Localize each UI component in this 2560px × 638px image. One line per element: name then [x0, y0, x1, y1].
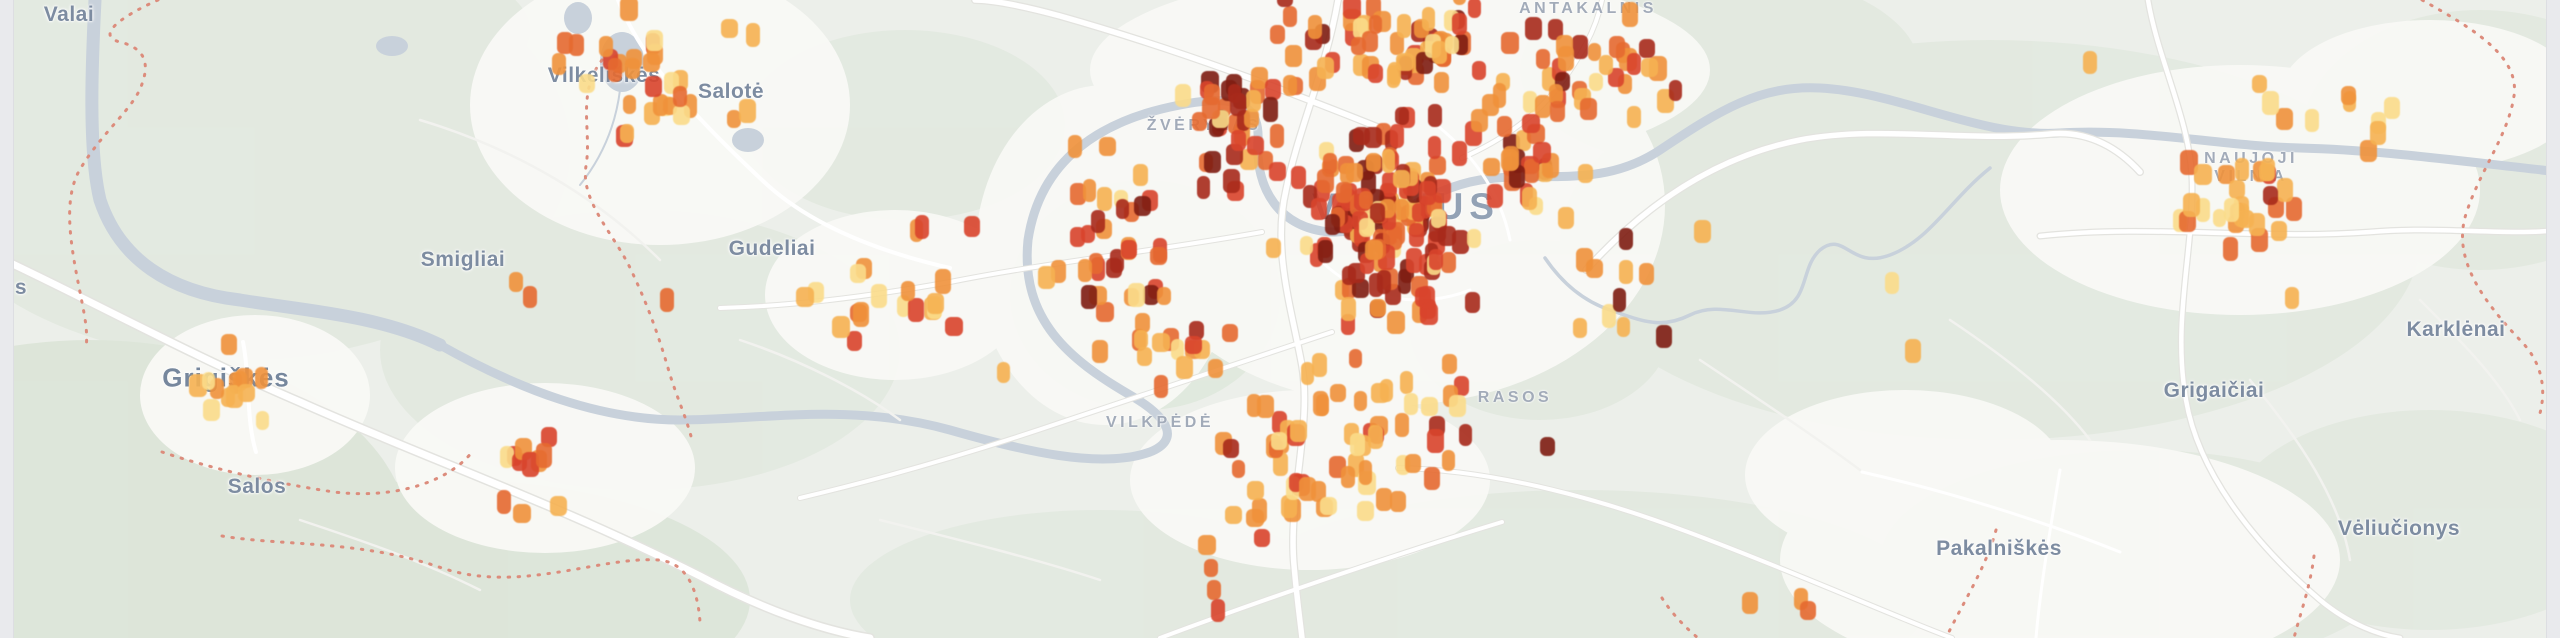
admin-boundaries: [68, 0, 2545, 638]
minor-roads: [298, 118, 2522, 592]
river-neris-west: [85, 0, 447, 352]
window-edge-left: [0, 0, 14, 638]
window-edge-right: [2546, 0, 2560, 638]
